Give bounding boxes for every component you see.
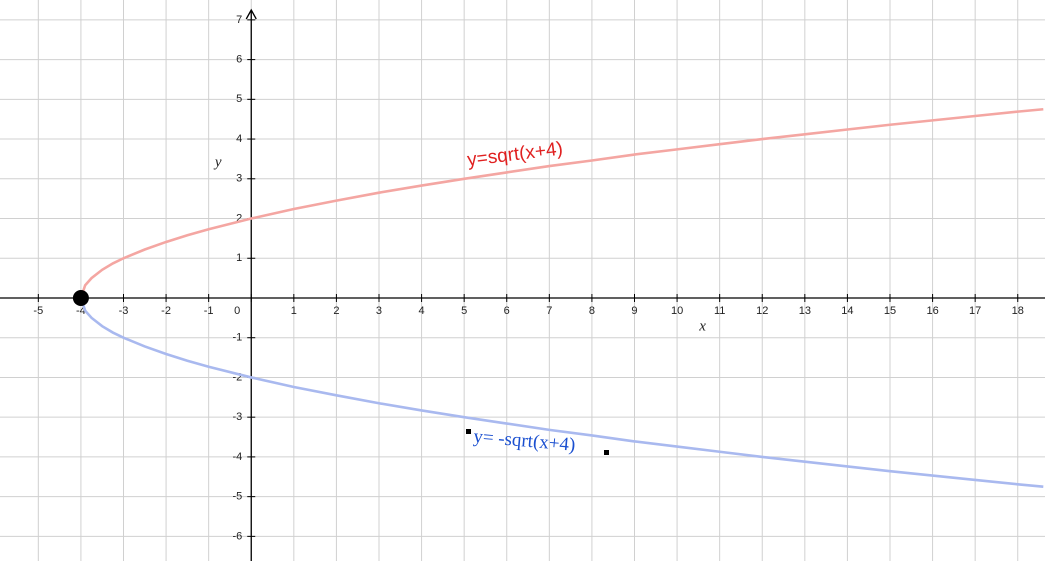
y-tick-label: -3: [232, 411, 242, 423]
y-tick-label: -5: [232, 491, 242, 503]
x-tick-label: -2: [161, 305, 171, 317]
x-tick-label: 6: [504, 305, 510, 317]
x-tick-label: 1: [291, 305, 297, 317]
x-tick-label: 9: [631, 305, 637, 317]
x-tick-label: -4: [76, 305, 86, 317]
y-tick-label: 4: [236, 133, 242, 145]
y-axis-arrow: [245, 8, 257, 20]
y-tick-label: 7: [236, 14, 242, 26]
y-tick-label: -4: [232, 451, 242, 463]
curve: [79, 297, 1044, 488]
y-axis-label: y: [213, 154, 222, 170]
handle: [604, 450, 609, 455]
y-tick-label: 5: [236, 93, 242, 105]
x-tick-label: 15: [884, 305, 896, 317]
x-tick-label: 0: [234, 305, 240, 317]
x-tick-label: 18: [1012, 305, 1024, 317]
x-tick-label: 14: [841, 305, 853, 317]
x-tick-label: 12: [756, 305, 768, 317]
y-tick-label: -6: [232, 530, 242, 542]
x-tick-label: 17: [969, 305, 981, 317]
curve: [79, 107, 1044, 299]
x-tick-label: 11: [714, 305, 725, 317]
x-tick-label: 2: [333, 305, 339, 317]
y-tick-label: 3: [236, 173, 242, 185]
x-tick-label: -3: [119, 305, 129, 317]
y-tick-label: -2: [232, 371, 242, 383]
x-tick-label: -1: [204, 305, 214, 317]
x-tick-label: 13: [799, 305, 811, 317]
y-tick-label: 2: [236, 212, 242, 224]
vertex-point: [72, 289, 89, 306]
x-tick-label: -5: [33, 305, 43, 317]
x-axis-label: x: [698, 318, 706, 334]
x-tick-label: 3: [376, 305, 382, 317]
x-tick-label: 5: [461, 305, 467, 317]
x-tick-label: 8: [589, 305, 595, 317]
x-tick-label: 7: [546, 305, 552, 317]
x-tick-label: 10: [671, 305, 683, 317]
y-tick-label: 6: [236, 54, 242, 66]
x-tick-label: 16: [926, 305, 938, 317]
y-tick-label: -1: [232, 332, 242, 344]
handle: [466, 429, 471, 434]
x-tick-label: 4: [419, 305, 425, 317]
y-tick-label: 1: [236, 252, 242, 264]
